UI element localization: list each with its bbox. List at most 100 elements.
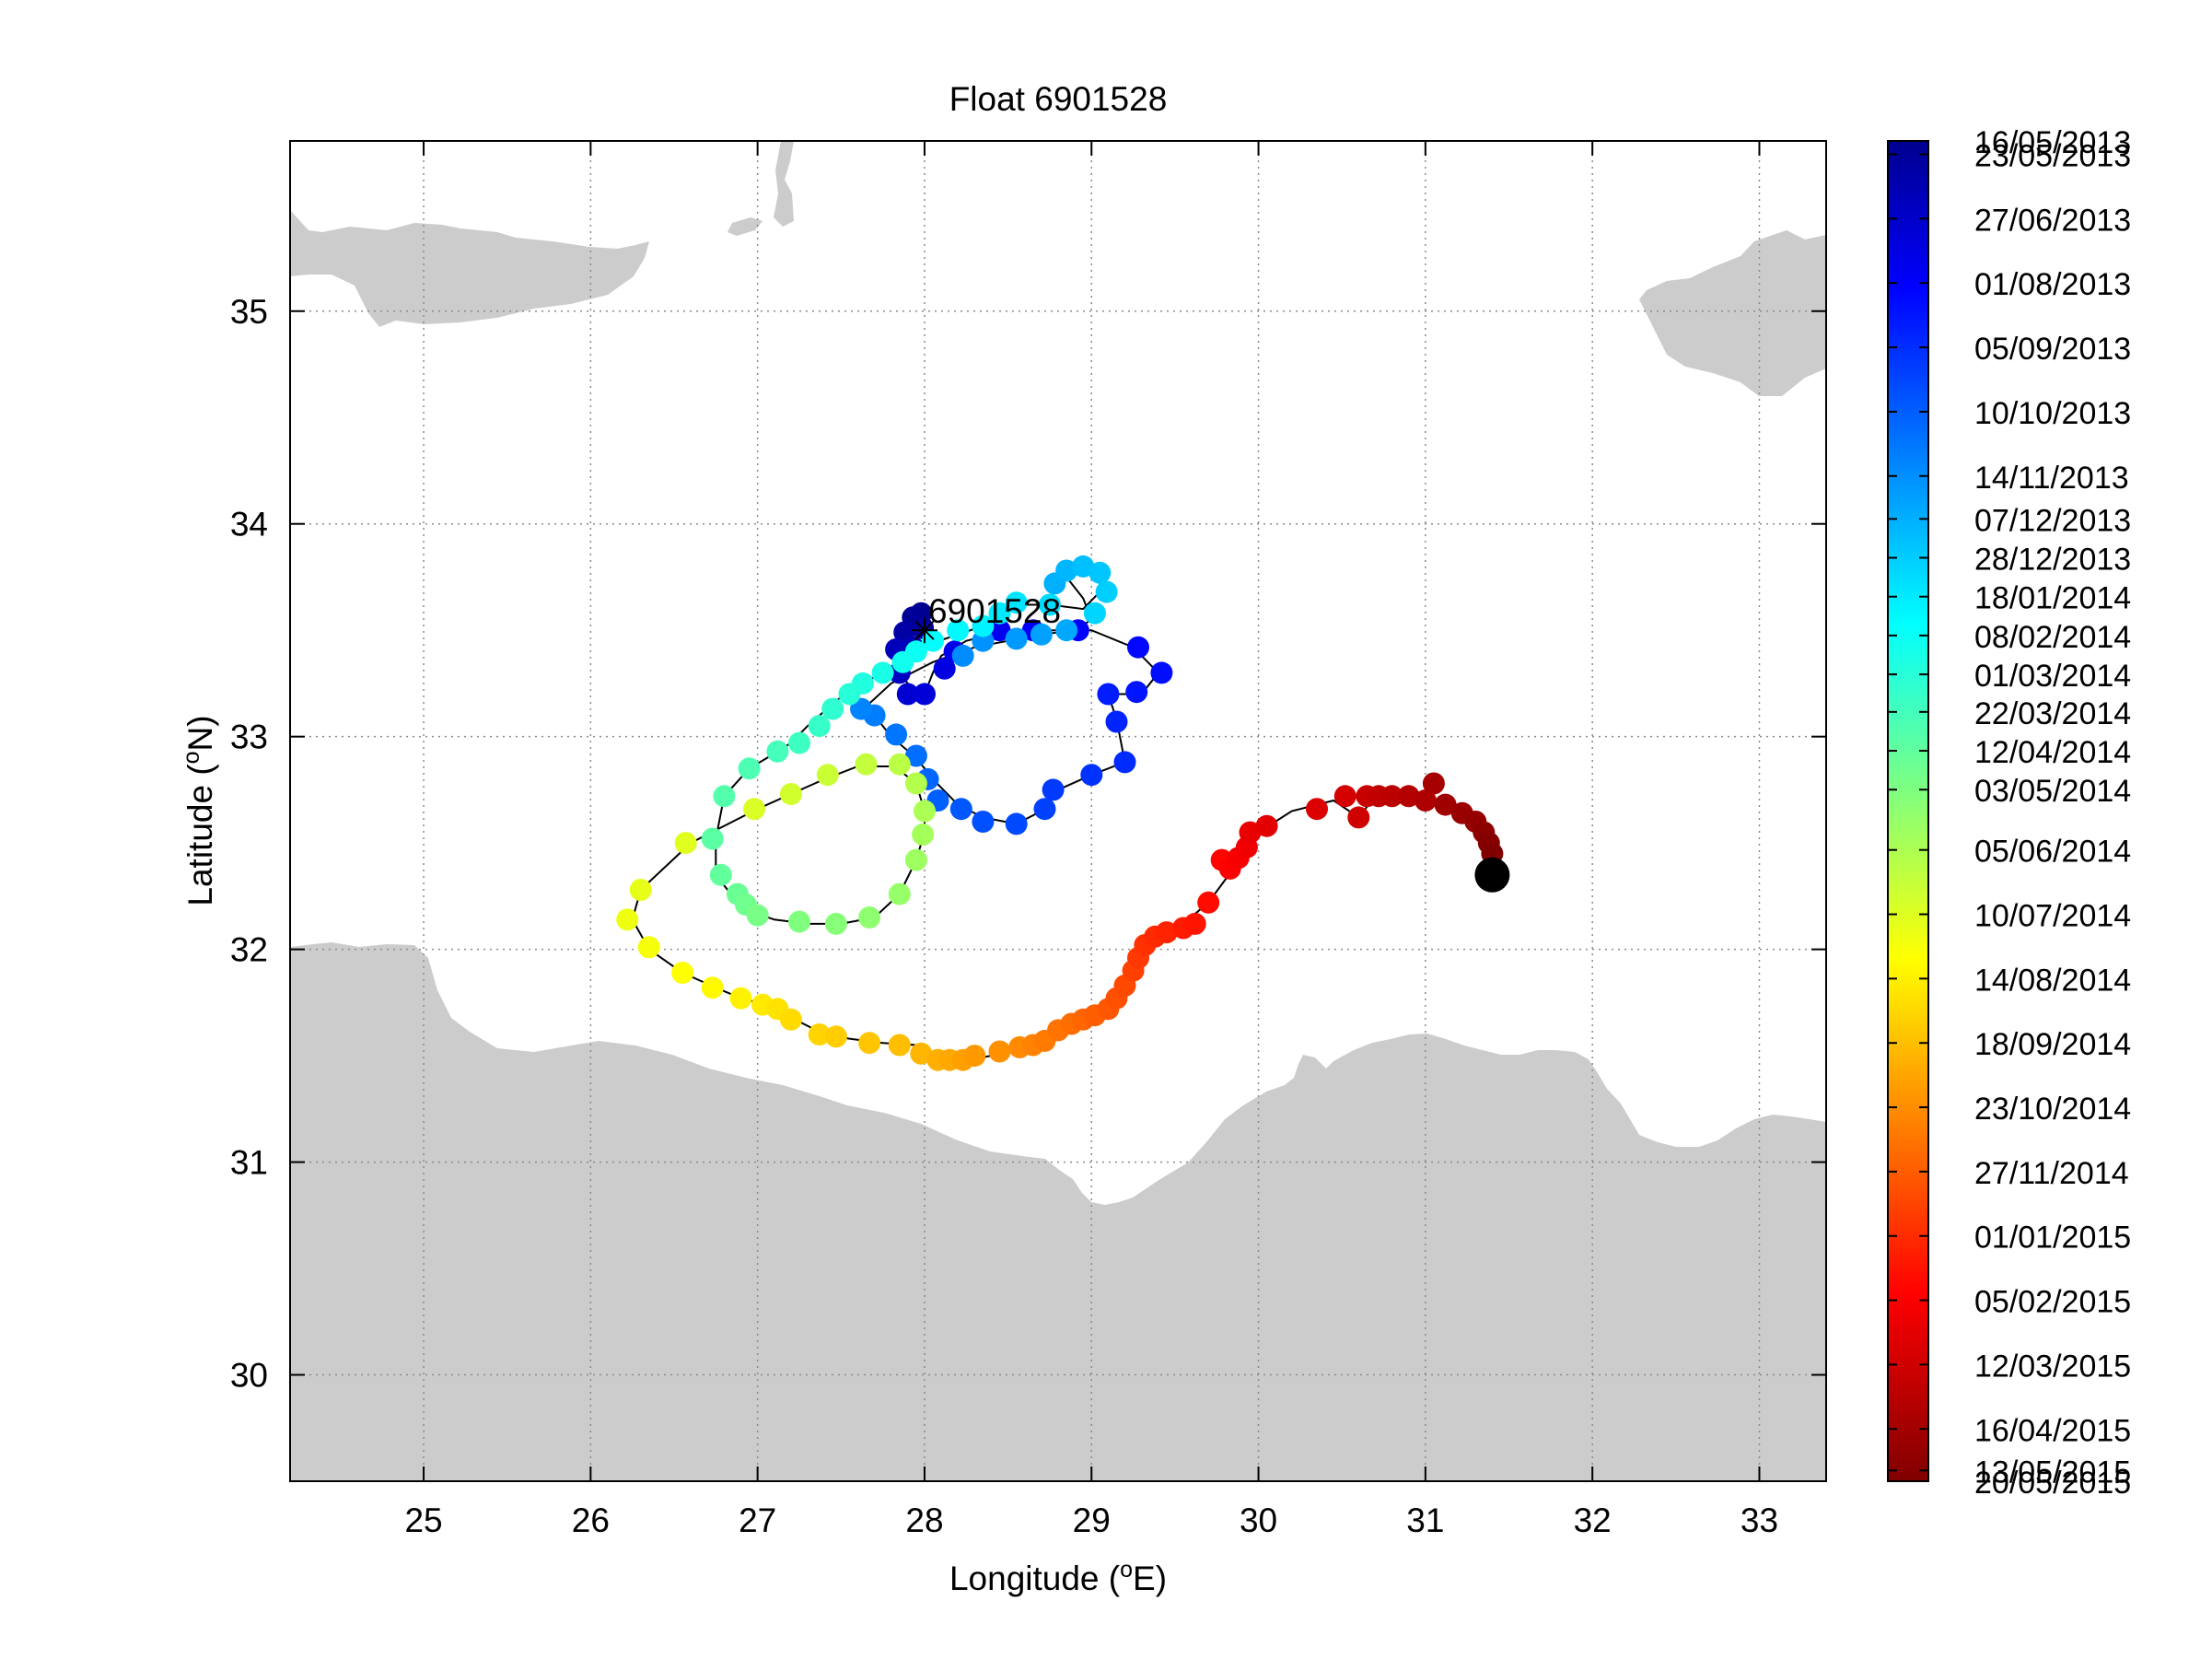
start-star-stroke — [914, 620, 935, 640]
profile-point — [1089, 561, 1112, 584]
colorbar-tick-label: 05/09/2013 — [1974, 332, 2131, 367]
x-tick-labels: 25 26 27 28 29 30 31 32 33 — [404, 1501, 1778, 1539]
profile-point — [871, 661, 894, 684]
colorbar-tick-label: 27/11/2014 — [1974, 1156, 2129, 1191]
profile-point — [743, 798, 765, 821]
profile-point — [1105, 710, 1128, 733]
colorbar-tick-label: 28/12/2013 — [1974, 543, 2131, 578]
x-tick-label: 32 — [1574, 1501, 1612, 1539]
colorbar-tick-label: 01/01/2015 — [1974, 1221, 2131, 1256]
profile-point — [1380, 785, 1403, 808]
profile-point — [1127, 636, 1149, 659]
colorbar-tick-label: 10/07/2014 — [1974, 899, 2131, 934]
profile-point — [888, 1034, 911, 1057]
profile-point — [850, 697, 873, 720]
profile-point — [1434, 793, 1457, 816]
start-marker — [911, 617, 937, 644]
profile-point — [1422, 772, 1445, 795]
profile-point — [1197, 891, 1220, 914]
x-tick-label: 31 — [1406, 1501, 1444, 1539]
x-tick-label: 27 — [739, 1501, 776, 1539]
profile-point — [701, 976, 724, 999]
colorbar-tick-label: 18/01/2014 — [1974, 581, 2131, 616]
y-tick-label: 35 — [230, 293, 268, 331]
profile-point — [808, 1023, 831, 1046]
x-tick-label: 30 — [1240, 1501, 1277, 1539]
grid-lines — [290, 141, 1826, 1481]
profile-point — [713, 785, 736, 808]
y-tick-labels: 30 31 32 33 34 35 — [230, 293, 268, 1395]
land-cyprus — [1639, 230, 1826, 396]
profile-point — [949, 798, 972, 821]
colorbar-tick-label: 13/05/2015 — [1974, 1455, 2131, 1490]
profile-point — [1183, 912, 1206, 935]
profile-point — [1005, 812, 1028, 835]
x-tick-label: 28 — [905, 1501, 943, 1539]
profile-point — [838, 683, 861, 706]
profile-point — [1083, 602, 1106, 625]
y-tick-label: 34 — [230, 506, 268, 543]
profile-point — [904, 848, 927, 871]
profile-point — [1080, 764, 1103, 787]
profile-point — [637, 936, 660, 959]
profile-point — [951, 644, 974, 667]
profile-point — [1113, 751, 1136, 774]
profile-point — [738, 757, 761, 780]
colorbar-tick-label: 23/05/2013 — [1974, 139, 2131, 174]
colorbar-tick-label: 01/08/2013 — [1974, 267, 2131, 302]
x-tick-label: 29 — [1073, 1501, 1111, 1539]
x-axis-label: Longitude (oE) — [949, 1557, 1167, 1597]
profile-point — [922, 629, 944, 652]
profile-point — [1095, 580, 1118, 603]
profile-point — [933, 657, 956, 680]
map-axes: 6901528 — [289, 140, 1827, 1482]
profile-point — [888, 753, 911, 776]
profile-point — [1239, 821, 1262, 844]
colorbar-tick-label: 03/05/2014 — [1974, 774, 2131, 809]
profile-point — [779, 1008, 802, 1031]
profile-point — [788, 910, 810, 933]
colorbar-tick-label: 05/06/2014 — [1974, 835, 2131, 870]
profile-point — [1097, 683, 1120, 706]
land-karpathos — [774, 141, 794, 227]
profile-point — [1055, 559, 1078, 582]
profile-point — [1155, 921, 1178, 944]
profile-point — [1414, 789, 1437, 812]
profile-point — [1030, 623, 1053, 646]
colorbar-tick-label: 12/03/2015 — [1974, 1349, 2131, 1384]
colorbar-tick-label: 22/03/2014 — [1974, 696, 2131, 731]
axes-frame — [289, 140, 1827, 1482]
land-crete — [290, 210, 649, 327]
profile-point — [1397, 785, 1420, 808]
profile-point — [709, 863, 732, 886]
colorbar-tick-label: 16/05/2013 — [1974, 125, 2131, 160]
profile-point — [947, 619, 970, 642]
profile-point — [1072, 555, 1095, 578]
colorbar-tick-label: 01/03/2014 — [1974, 659, 2131, 694]
y-tick-label: 32 — [230, 931, 268, 969]
profile-point — [1333, 785, 1356, 808]
profile-point — [988, 602, 1011, 625]
profile-point — [1347, 806, 1370, 829]
profile-point — [885, 723, 908, 746]
profile-point — [824, 912, 847, 935]
colorbar-tick-label: 16/04/2015 — [1974, 1413, 2131, 1448]
x-tick-label: 26 — [572, 1501, 610, 1539]
profile-point — [1038, 593, 1061, 616]
profile-points — [616, 555, 1504, 1071]
profile-point — [1306, 798, 1328, 821]
profile-point — [988, 1040, 1011, 1063]
colorbar-tick-label: 23/10/2014 — [1974, 1092, 2131, 1127]
profile-point — [788, 731, 810, 754]
profile-point — [1125, 681, 1148, 704]
profile-point — [824, 1025, 847, 1048]
profile-point — [746, 904, 769, 927]
profile-point — [701, 827, 724, 850]
colorbar-tick-label: 12/04/2014 — [1974, 735, 2131, 770]
profile-point — [914, 683, 936, 706]
profile-point — [972, 811, 995, 833]
axis-ticks — [290, 141, 1826, 1481]
profile-point — [912, 823, 935, 846]
